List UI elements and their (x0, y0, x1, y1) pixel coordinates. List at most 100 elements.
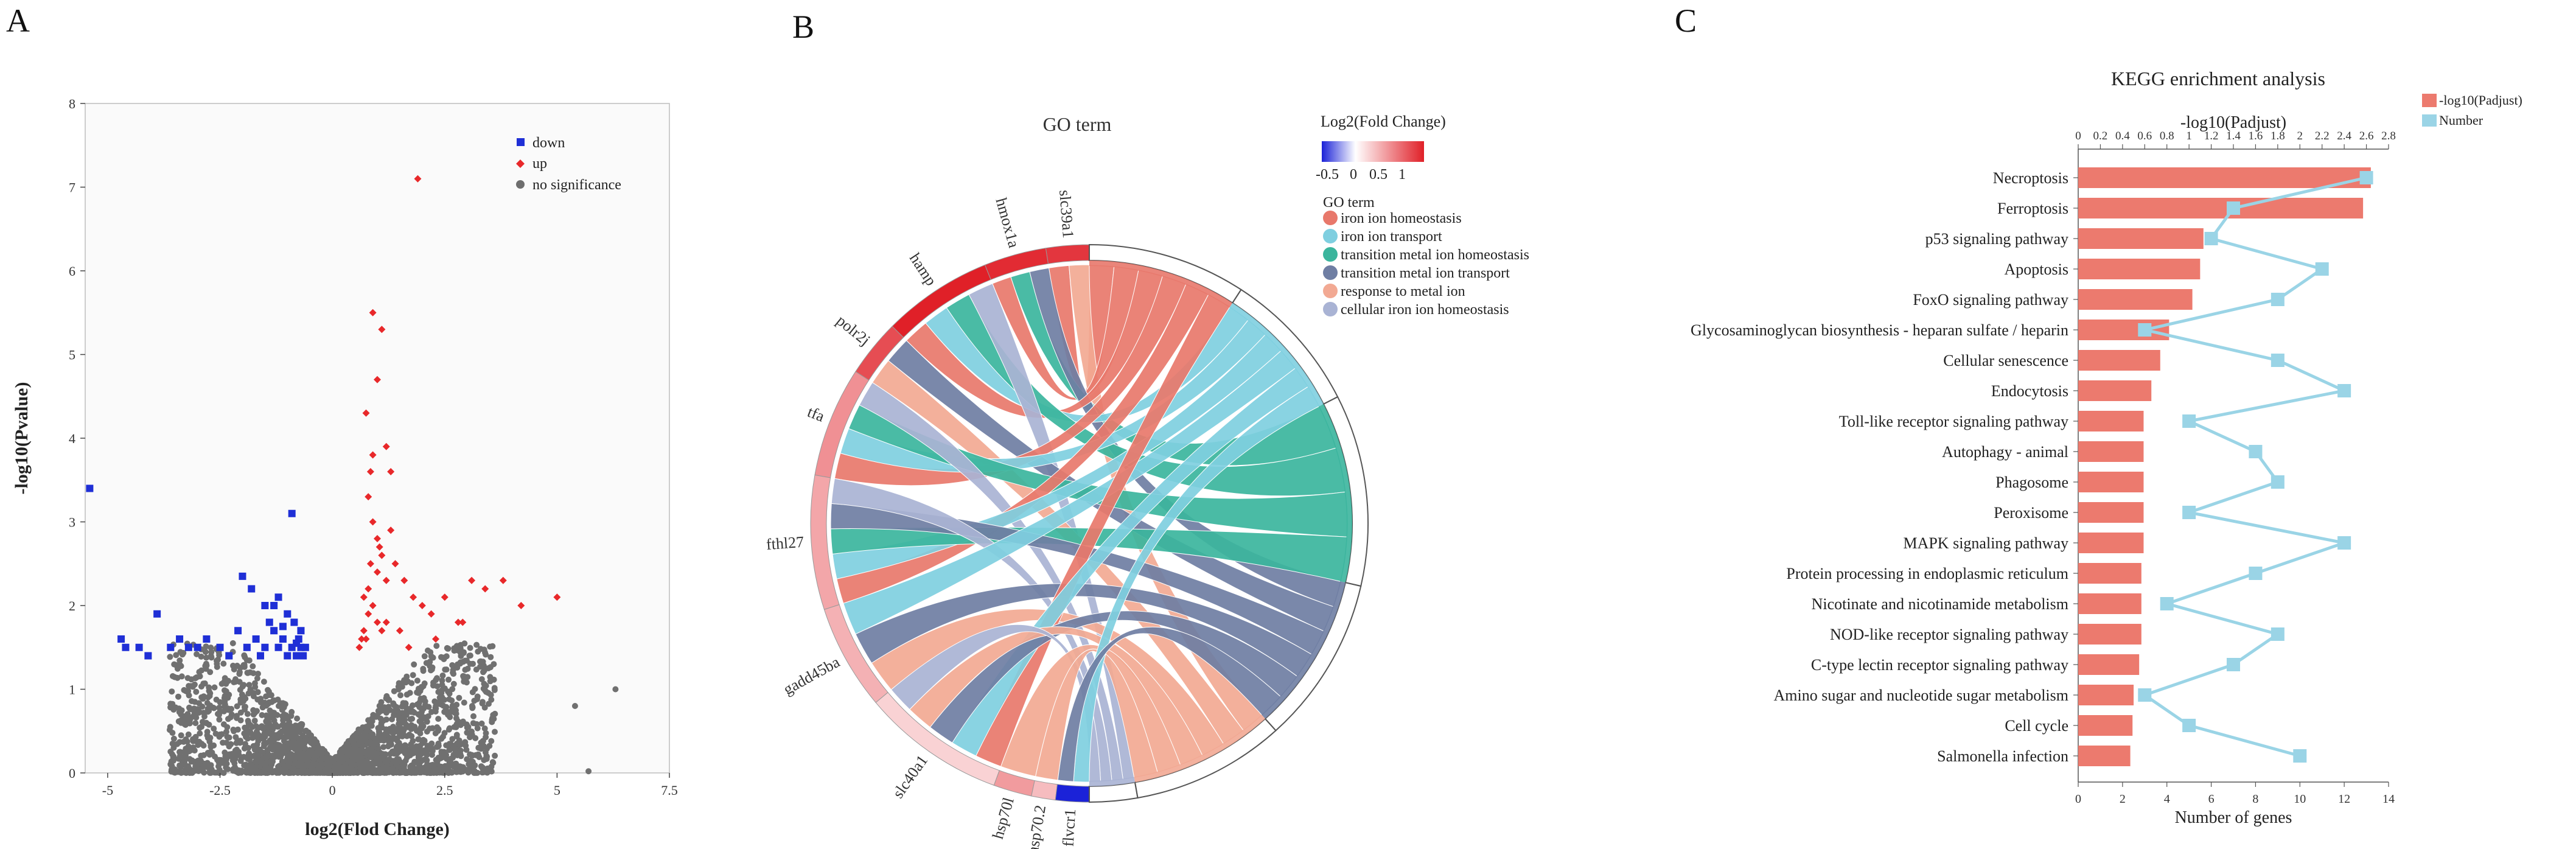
gene-arc (875, 691, 1000, 786)
nosig-point (419, 725, 425, 732)
nosig-point (483, 651, 489, 658)
nosig-point (439, 694, 445, 701)
nosig-point (294, 715, 301, 722)
gene-arc (1055, 784, 1090, 803)
pathway-label: Amino sugar and nucleotide sugar metabol… (1773, 687, 2068, 704)
nosig-point (200, 680, 207, 687)
nosig-point (204, 750, 211, 756)
nosig-point (285, 740, 292, 747)
nosig-point (418, 685, 425, 691)
up-point (374, 535, 381, 542)
nosig-point (409, 716, 416, 722)
nosig-point (251, 746, 258, 753)
nosig-point (420, 666, 427, 672)
nosig-point (400, 728, 407, 735)
nosig-point (188, 758, 195, 765)
nosig-point (478, 676, 485, 682)
up-point (365, 585, 372, 593)
gene-arc (823, 604, 888, 704)
nosig-point (475, 648, 481, 655)
padjust-bar (2078, 685, 2134, 705)
y-tick-label: 0 (69, 766, 75, 781)
top-tick-label: 1 (2186, 130, 2192, 142)
nosig-point (375, 746, 382, 752)
nosig-point (355, 726, 362, 733)
nosig-point (256, 758, 263, 764)
bottom-tick-label: 14 (2382, 792, 2395, 806)
nosig-point (181, 756, 188, 763)
nosig-point (167, 749, 174, 755)
volcano-y-label: -log10(Pvalue) (12, 382, 32, 495)
nosig-point (229, 640, 236, 646)
down-point (248, 585, 256, 593)
nosig-point (482, 687, 489, 694)
nosig-point (176, 709, 183, 715)
down-point (257, 652, 264, 660)
up-point (378, 627, 386, 635)
nosig-point (209, 742, 215, 749)
nosig-point (408, 680, 415, 687)
up-point (382, 618, 390, 626)
gene-label: polr2j (833, 312, 874, 349)
nosig-point (230, 727, 237, 733)
nosig-point (192, 699, 198, 705)
up-point (378, 326, 386, 334)
pathway-label: FoxO signaling pathway (1913, 291, 2068, 309)
nosig-point (453, 724, 459, 730)
nosig-point (470, 713, 476, 719)
nosig-point (207, 690, 214, 697)
number-point (2204, 232, 2218, 245)
nosig-point (434, 675, 440, 682)
legend-marker-number (2422, 114, 2437, 127)
nosig-point (433, 744, 440, 750)
nosig-point (461, 699, 467, 706)
nosig-point (203, 654, 209, 661)
up-point (378, 551, 386, 559)
nosig-point (463, 747, 470, 753)
colorbar-title: Log2(Fold Change) (1321, 113, 1446, 130)
up-point (459, 618, 467, 626)
bottom-tick-label: 10 (2294, 792, 2306, 806)
nosig-point (467, 652, 473, 659)
nosig-point (223, 728, 229, 735)
nosig-point (169, 740, 176, 747)
padjust-bar (2078, 228, 2204, 249)
nosig-point (216, 704, 223, 711)
number-point (2249, 567, 2263, 580)
nosig-point (168, 758, 175, 765)
nosig-point (204, 728, 211, 735)
nosig-point (274, 741, 281, 748)
nosig-point (276, 750, 282, 757)
nosig-point (427, 659, 433, 665)
nosig-point (289, 725, 296, 732)
number-point (2138, 688, 2152, 702)
nosig-point (400, 679, 407, 685)
volcano-x-ticks: -5 -2.5 0 2.5 5 7.5 (102, 773, 678, 798)
nosig-point (211, 684, 218, 691)
nosig-point (422, 756, 428, 763)
nosig-point (240, 682, 247, 688)
nosig-point (464, 657, 470, 664)
up-point (374, 568, 381, 576)
up-point (391, 560, 399, 568)
nosig-point (402, 717, 408, 724)
up-point (374, 618, 381, 626)
nosig-point (240, 753, 247, 760)
padjust-bar (2078, 411, 2144, 431)
up-point (365, 493, 372, 501)
nosig-point (449, 662, 456, 668)
y-tick-label: 8 (69, 96, 75, 111)
top-tick-label: 0 (2075, 130, 2081, 142)
kegg-title: KEGG enrichment analysis (2111, 68, 2325, 89)
nosig-point (267, 736, 274, 743)
up-point (441, 593, 449, 601)
gene-arc (814, 371, 870, 478)
padjust-bar (2078, 289, 2193, 310)
go-term-label: iron ion homeostasis (1341, 211, 1462, 226)
nosig-point (200, 768, 206, 774)
nosig-point (285, 769, 291, 776)
down-point (274, 593, 282, 601)
x-tick-label: -2.5 (209, 783, 231, 798)
nosig-point (208, 766, 215, 773)
nosig-point (191, 711, 198, 718)
